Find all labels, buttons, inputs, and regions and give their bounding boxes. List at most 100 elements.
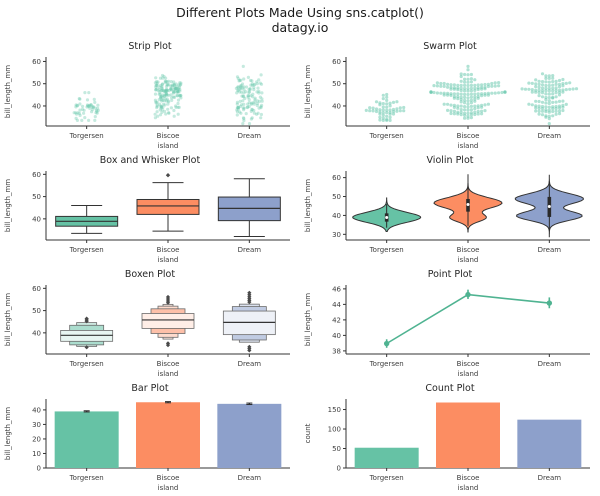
data-layer	[364, 64, 579, 126]
x-tick-label: Dream	[238, 132, 262, 140]
strip-plot-canvas: 40 50 60 Torgersen Biscoe Dream island bill_len…	[4, 57, 290, 150]
y-tick-label: 60	[32, 285, 41, 293]
subplot-strip-plot: Strip Plot 40 50 60 Torgersen Biscoe Dream isl…	[0, 40, 300, 154]
x-axis-label: island	[158, 370, 179, 378]
subplot-title: Count Plot	[425, 383, 475, 394]
y-tick-label: 60	[332, 174, 341, 182]
x-axis-label: island	[158, 256, 179, 264]
axes: 30 40 50 60 Torgersen Biscoe Dream island bill_l…	[304, 171, 590, 264]
figure-title-block: Different Plots Made Using sns.catplot()…	[0, 0, 600, 40]
box-plot-canvas: 40 50 60 Torgersen Biscoe Dream island bill_len…	[4, 171, 290, 264]
y-axis-label: bill_length_mm	[4, 179, 12, 232]
data-layer	[60, 290, 276, 353]
boxen-plot-canvas: 40 50 60 Torgersen Biscoe Dream island bill_len…	[4, 285, 290, 378]
x-tick-label: Torgersen	[369, 132, 404, 140]
figure-title: Different Plots Made Using sns.catplot()	[176, 5, 424, 20]
axes: 40 50 60 Torgersen Biscoe Dream island bill_len…	[4, 285, 290, 378]
y-tick-label: 50	[332, 80, 341, 88]
y-tick-label: 50	[32, 307, 41, 315]
y-tick-label: 0	[37, 465, 41, 473]
y-axis-label: bill_length_mm	[304, 293, 312, 346]
subplot-box-plot: Box and Whisker Plot 40 50 60 Torgersen Bisc…	[0, 154, 300, 268]
axes: 40 50 60 Torgersen Biscoe Dream island bill_len…	[4, 57, 290, 150]
y-axis-label: bill_length_mm	[304, 179, 312, 232]
subplot-title: Swarm Plot	[423, 41, 477, 52]
y-tick-label: 50	[32, 80, 41, 88]
x-tick-label: Torgersen	[369, 360, 404, 368]
subplot-point-plot: Point Plot 38 40 42 44 46 Torgersen Biscoe Drea…	[300, 268, 600, 382]
axes: 40 50 60 Torgersen Biscoe Dream island bill_len…	[304, 57, 590, 150]
data-layer	[354, 402, 582, 468]
data-layer	[54, 401, 282, 468]
subplot-count-plot: Count Plot 0 50 100 150 Torgersen Biscoe Dream…	[300, 382, 600, 496]
x-tick-label: Biscoe	[157, 360, 180, 368]
subplot-bar-plot: Bar Plot 0 10 20 30 40 Torgersen Biscoe Dream is…	[0, 382, 300, 496]
figure-subtitle: datagy.io	[271, 20, 329, 35]
y-tick-label: 150	[328, 406, 341, 414]
y-tick-label: 44	[332, 301, 341, 309]
data-layer	[383, 289, 553, 348]
y-tick-label: 40	[332, 212, 341, 220]
y-tick-label: 60	[32, 58, 41, 66]
y-tick-label: 38	[332, 347, 341, 355]
subplot-swarm-plot: Swarm Plot 40 50 60 Torgersen Biscoe Dream isl…	[300, 40, 600, 154]
x-tick-label: Biscoe	[157, 132, 180, 140]
y-axis-label: bill_length_mm	[4, 407, 12, 460]
subplot-title: Point Plot	[427, 269, 473, 280]
x-axis-label: island	[458, 142, 479, 150]
violin-plot-canvas: 30 40 50 60 Torgersen Biscoe Dream island bill_l…	[304, 171, 590, 264]
bar-plot-canvas: 0 10 20 30 40 Torgersen Biscoe Dream island bill_…	[4, 399, 290, 492]
y-tick-label: 40	[332, 102, 341, 110]
y-axis-label: count	[304, 423, 312, 443]
axes: 38 40 42 44 46 Torgersen Biscoe Dream island bill…	[304, 285, 590, 378]
subplot-title: Box and Whisker Plot	[99, 155, 201, 166]
x-tick-label: Torgersen	[69, 132, 104, 140]
x-tick-label: Dream	[538, 360, 562, 368]
y-tick-label: 10	[32, 450, 41, 458]
x-tick-label: Torgersen	[369, 474, 404, 482]
y-tick-label: 60	[332, 58, 341, 66]
count-plot-canvas: 0 50 100 150 Torgersen Biscoe Dream island count	[304, 399, 590, 492]
x-tick-label: Dream	[238, 246, 262, 254]
y-tick-label: 40	[32, 215, 41, 223]
subplot-title: Bar Plot	[131, 383, 169, 394]
axes: 0 50 100 150 Torgersen Biscoe Dream island count	[304, 399, 590, 492]
x-axis-label: island	[458, 256, 479, 264]
x-tick-label: Biscoe	[457, 360, 480, 368]
y-tick-label: 100	[328, 426, 341, 434]
x-axis-label: island	[458, 484, 479, 492]
y-tick-label: 60	[32, 171, 41, 179]
y-tick-label: 50	[32, 193, 41, 201]
x-tick-label: Torgersen	[69, 246, 104, 254]
data-layer	[55, 173, 281, 237]
x-axis-label: island	[158, 484, 179, 492]
y-tick-label: 46	[332, 285, 341, 293]
x-tick-label: Dream	[238, 474, 262, 482]
y-tick-label: 40	[32, 102, 41, 110]
axes: 40 50 60 Torgersen Biscoe Dream island bill_len…	[4, 171, 290, 264]
x-tick-label: Biscoe	[157, 246, 180, 254]
y-tick-label: 0	[337, 465, 341, 473]
x-tick-label: Biscoe	[457, 246, 480, 254]
subplot-boxen-plot: Boxen Plot 40 50 60 Torgersen Biscoe Dream isl…	[0, 268, 300, 382]
x-tick-label: Torgersen	[369, 246, 404, 254]
x-axis-label: island	[458, 370, 479, 378]
y-tick-label: 30	[332, 231, 341, 239]
y-tick-label: 40	[32, 329, 41, 337]
subplot-title: Strip Plot	[128, 41, 172, 52]
x-tick-label: Dream	[538, 474, 562, 482]
subplot-violin-plot: Violin Plot 30 40 50 60 Torgersen Biscoe Dream…	[300, 154, 600, 268]
subplot-title: Boxen Plot	[124, 269, 176, 280]
y-axis-label: bill_length_mm	[4, 65, 12, 118]
y-tick-label: 42	[332, 316, 341, 324]
x-tick-label: Torgersen	[69, 474, 104, 482]
y-tick-label: 30	[32, 421, 41, 429]
y-tick-label: 50	[332, 445, 341, 453]
y-axis-label: bill_length_mm	[304, 65, 312, 118]
swarm-plot-canvas: 40 50 60 Torgersen Biscoe Dream island bill_len…	[304, 57, 590, 150]
x-tick-label: Dream	[538, 132, 562, 140]
x-tick-label: Biscoe	[457, 132, 480, 140]
point-plot-canvas: 38 40 42 44 46 Torgersen Biscoe Dream island bill…	[304, 285, 590, 378]
y-tick-label: 40	[332, 332, 341, 340]
